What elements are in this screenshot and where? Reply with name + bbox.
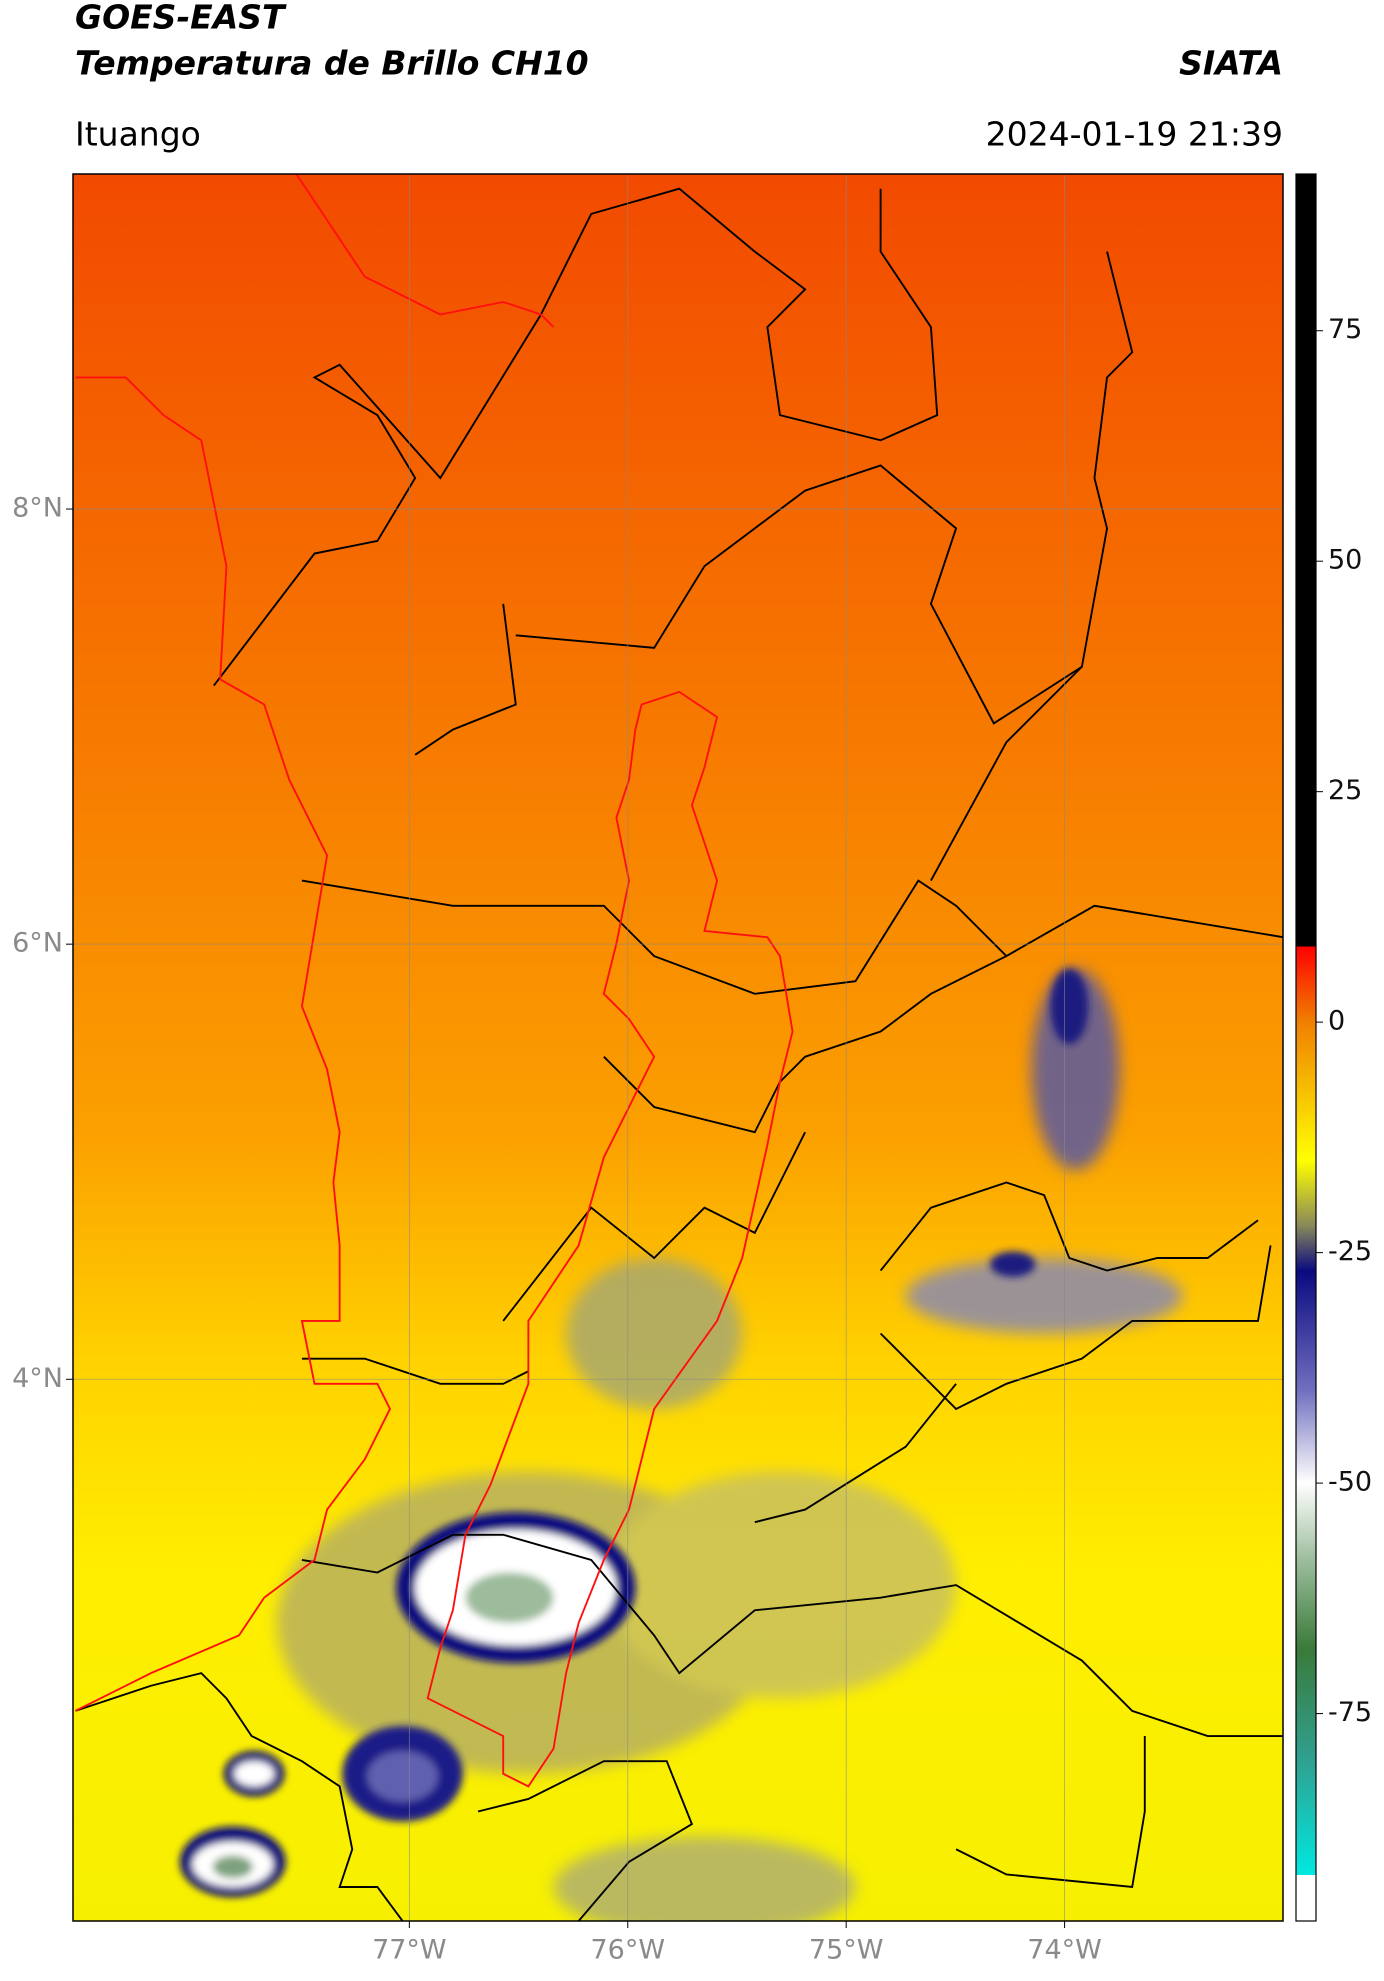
map-image xyxy=(73,174,1283,1921)
colorbar-tick-label: -75 xyxy=(1328,1697,1372,1728)
colorbar-tick-label: 25 xyxy=(1328,775,1362,806)
colorbar-tick-label: 0 xyxy=(1328,1006,1345,1037)
y-tick-label: 4°N xyxy=(12,1363,63,1394)
map-frame xyxy=(72,173,1284,1922)
colorbar-tick-label: 50 xyxy=(1328,545,1362,576)
y-tick-label: 6°N xyxy=(12,928,63,959)
x-tick-label: 77°W xyxy=(372,1935,447,1966)
location: Ituango xyxy=(75,115,201,154)
colorbar-tick-label: 75 xyxy=(1328,314,1362,345)
source: SIATA xyxy=(1179,44,1283,83)
x-tick-label: 76°W xyxy=(590,1935,665,1966)
colorbar xyxy=(1295,173,1317,1922)
colorbar-tick-label: -50 xyxy=(1328,1467,1372,1498)
title: GOES-EAST xyxy=(75,0,287,37)
timestamp: 2024-01-19 21:39 xyxy=(986,115,1283,154)
x-tick-label: 75°W xyxy=(809,1935,884,1966)
x-tick-label: 74°W xyxy=(1027,1935,1102,1966)
subtitle: Temperatura de Brillo CH10 xyxy=(75,44,589,83)
colorbar-tick-label: -25 xyxy=(1328,1236,1372,1267)
y-tick-label: 8°N xyxy=(12,493,63,524)
